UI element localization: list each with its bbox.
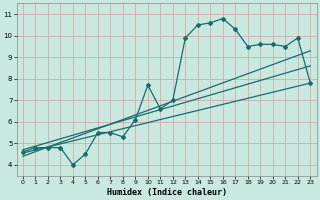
X-axis label: Humidex (Indice chaleur): Humidex (Indice chaleur) (107, 188, 227, 197)
